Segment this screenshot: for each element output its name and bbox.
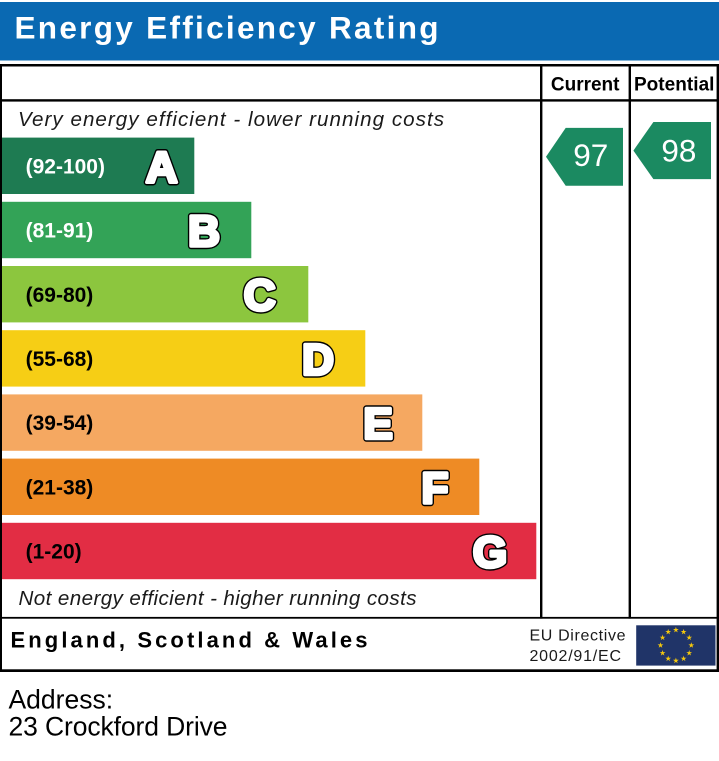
svg-text:Energy Efficiency Rating: Energy Efficiency Rating bbox=[15, 9, 439, 45]
svg-text:D: D bbox=[302, 335, 334, 384]
svg-text:E: E bbox=[363, 400, 392, 449]
svg-text:Potential: Potential bbox=[634, 74, 715, 95]
svg-text:A: A bbox=[146, 143, 178, 192]
svg-text:(92-100): (92-100) bbox=[26, 155, 105, 178]
svg-text:B: B bbox=[188, 207, 220, 256]
svg-text:23 Crockford Drive: 23 Crockford Drive bbox=[9, 712, 228, 742]
svg-text:C: C bbox=[244, 271, 276, 320]
svg-text:EU Directive: EU Directive bbox=[530, 627, 626, 644]
svg-text:Not energy efficient - higher: Not energy efficient - higher running co… bbox=[19, 587, 417, 610]
svg-text:E: E bbox=[363, 400, 392, 449]
svg-text:F: F bbox=[422, 464, 449, 513]
svg-text:G: G bbox=[473, 528, 507, 577]
svg-text:(1-20): (1-20) bbox=[26, 541, 82, 564]
svg-text:England, Scotland & Wales: England, Scotland & Wales bbox=[11, 627, 368, 652]
svg-text:(21-38): (21-38) bbox=[26, 476, 94, 499]
svg-text:F: F bbox=[422, 464, 449, 513]
svg-text:B: B bbox=[188, 207, 220, 256]
svg-text:(55-68): (55-68) bbox=[26, 348, 94, 371]
svg-text:Address:: Address: bbox=[9, 684, 114, 714]
svg-text:Current: Current bbox=[551, 74, 620, 95]
svg-text:C: C bbox=[244, 271, 276, 320]
svg-text:(69-80): (69-80) bbox=[26, 284, 94, 307]
svg-text:G: G bbox=[473, 528, 507, 577]
svg-text:2002/91/EC: 2002/91/EC bbox=[530, 648, 622, 665]
svg-text:A: A bbox=[146, 143, 178, 192]
svg-text:D: D bbox=[302, 335, 334, 384]
svg-text:(39-54): (39-54) bbox=[26, 412, 94, 435]
svg-text:98: 98 bbox=[661, 132, 696, 168]
svg-text:97: 97 bbox=[573, 137, 608, 173]
svg-text:(81-91): (81-91) bbox=[26, 220, 94, 243]
svg-text:Very energy efficient - lower: Very energy efficient - lower running co… bbox=[18, 108, 444, 131]
